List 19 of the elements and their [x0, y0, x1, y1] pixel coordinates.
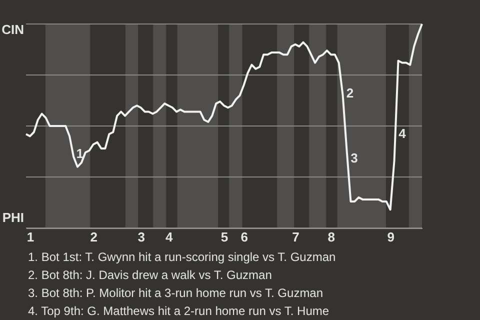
annotation: 2	[346, 85, 354, 100]
x-tick-label: 9	[387, 230, 394, 244]
annotation: 1	[76, 146, 84, 161]
x-tick-label: 1	[26, 230, 34, 244]
x-tick-label: 5	[220, 230, 228, 244]
text: 4. Top 9th: G. Matthews hit a 2-run home run vs T. Hume	[28, 304, 330, 318]
text: 3. Bot 8th: P. Molitor hit a 3-run home run vs T. Guzman	[28, 286, 324, 300]
text: 2. Bot 8th: J. Davis drew a walk vs T. Guzman	[28, 268, 272, 282]
text: CIN	[2, 22, 24, 38]
annotation: 3	[350, 150, 358, 166]
text: 1. Bot 1st: T. Gwynn hit a run-scoring single vs T. Guzman	[28, 250, 336, 264]
text: PHI	[2, 210, 24, 225]
x-tick-label: 3	[138, 230, 145, 244]
x-tick-label: 7	[292, 230, 300, 244]
x-tick-label: 4	[165, 230, 174, 244]
x-tick-label: 8	[328, 230, 336, 244]
annotation: 4	[398, 126, 407, 142]
x-tick-label: 2	[90, 230, 98, 244]
x-tick-label: 6	[240, 230, 248, 244]
